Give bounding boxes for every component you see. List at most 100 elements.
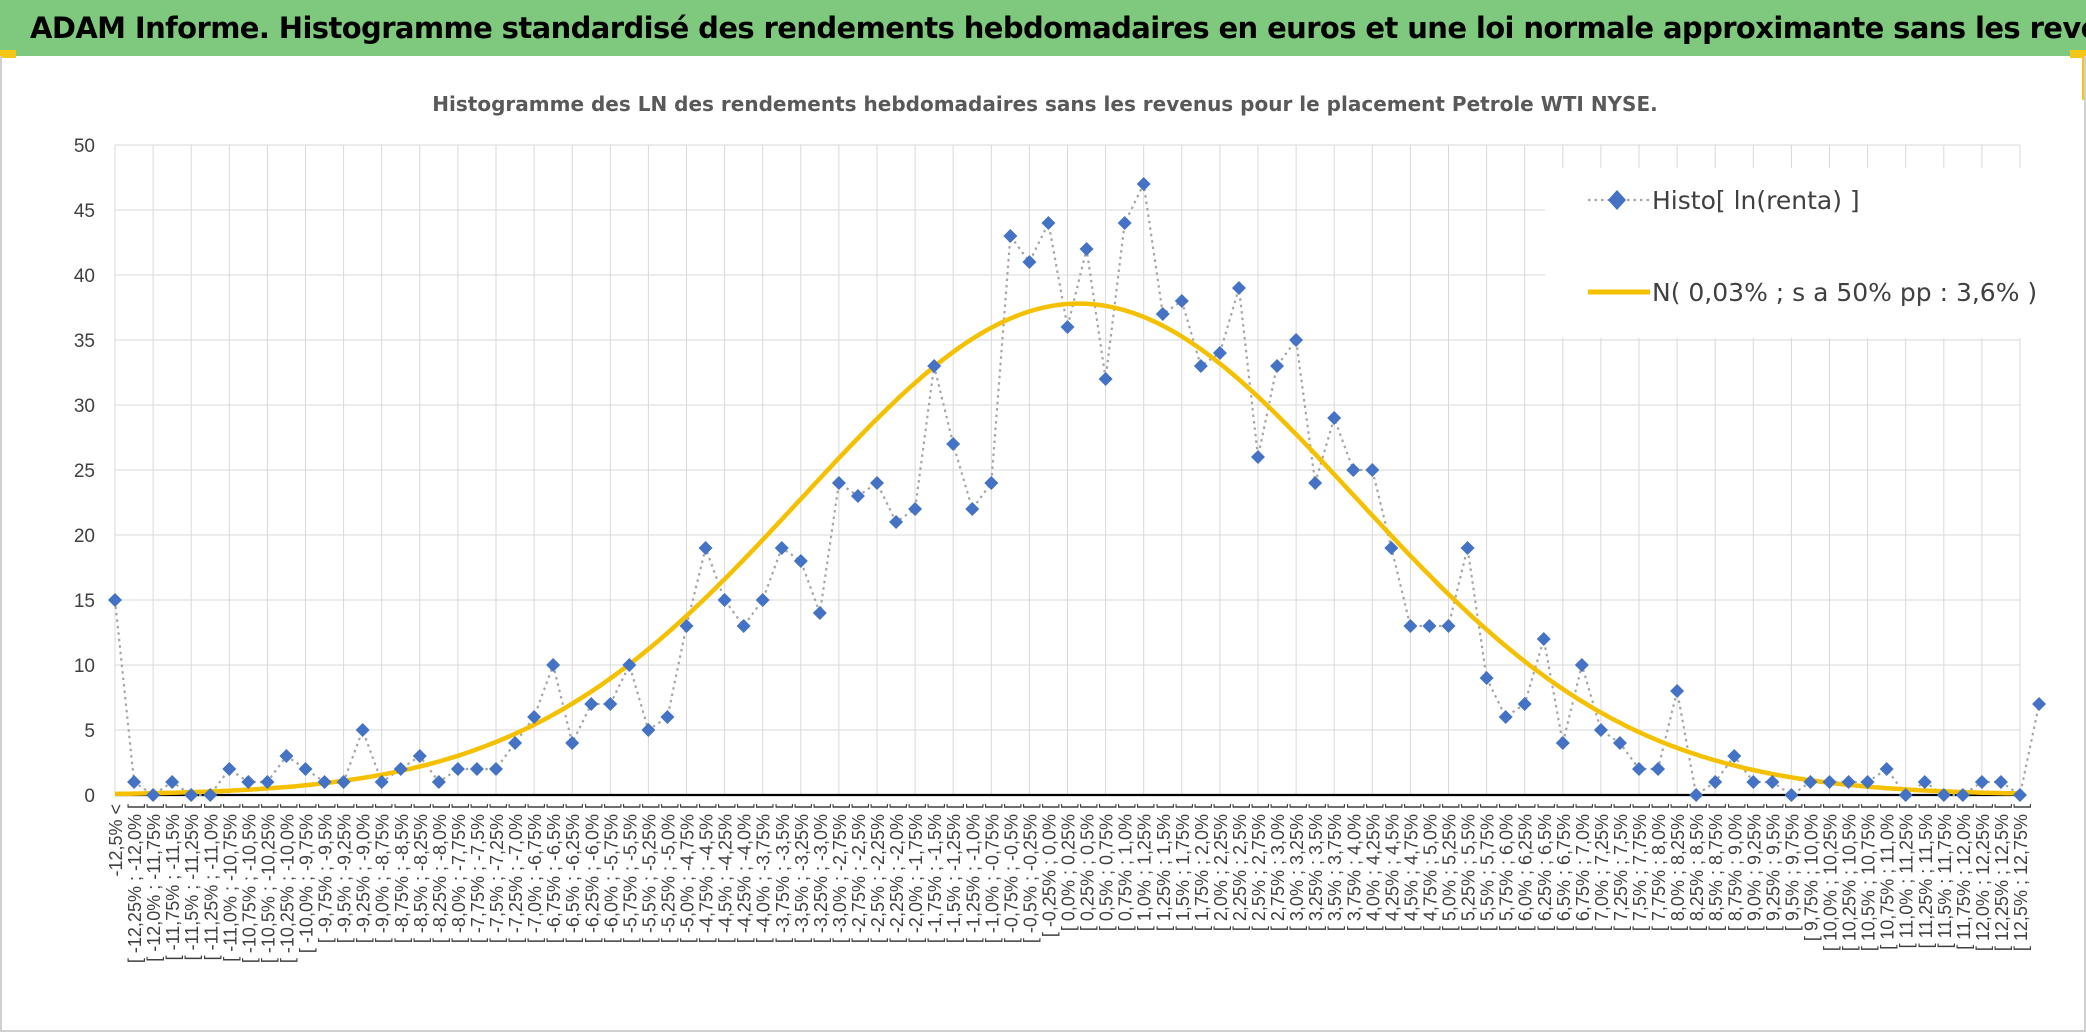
x-tick-label: [ -3,75% ; -3,5% [ (773, 804, 793, 943)
x-tick-label: [ 0,75% ; 1,0% [ (1116, 804, 1136, 931)
histo-point (108, 593, 122, 607)
legend-histo-marker (1608, 190, 1626, 210)
x-tick-label: [ -10,25% ; -10,0% [ (277, 804, 297, 963)
histo-point (2013, 788, 2027, 802)
y-tick-label: 40 (74, 266, 95, 287)
x-tick-label: [ -6,5% ; -6,25% [ (563, 804, 583, 943)
histo-point (1403, 619, 1418, 633)
x-tick-label: [ 1,0% ; 1,25% [ (1135, 804, 1155, 931)
x-tick-label: [ -8,25% ; -8,0% [ (430, 804, 450, 943)
x-tick-label: [ -6,75% ; -6,5% [ (544, 804, 564, 943)
histo-series-points (108, 177, 2047, 802)
x-tick-label: [ 1,75% ; 2,0% [ (1192, 804, 1212, 931)
y-tick-label: 50 (74, 136, 95, 157)
x-tick-label: [ 9,75% ; 10,0% [ (1801, 804, 1821, 941)
x-tick-label: [ -6,25% ; -6,0% [ (582, 804, 602, 943)
histo-point (622, 658, 637, 672)
histo-point (1536, 632, 1551, 646)
x-tick-label: [ 3,75% ; 4,0% [ (1344, 804, 1364, 931)
x-tick-label: [ -10,0% ; -9,75% [ (297, 804, 317, 953)
x-tick-label: [ 6,5% ; 6,75% [ (1554, 804, 1574, 931)
histo-point (565, 736, 580, 750)
histo-point (717, 593, 732, 607)
histo-point (603, 697, 618, 711)
chart-title: Histogramme des LN des rendements hebdom… (432, 92, 1657, 116)
x-tick-label: [ 9,5% ; 9,75% [ (1782, 804, 1802, 931)
x-tick-label: [ 11,5% ; 11,75% [ (1935, 804, 1955, 948)
report-title-banner: ADAM Informe. Histogramme standardisé de… (0, 0, 2086, 56)
y-tick-label: 35 (74, 331, 95, 352)
x-tick-label: [ -11,75% ; -11,5% [ (163, 804, 183, 960)
x-tick-label: [ 8,5% ; 8,75% [ (1706, 804, 1726, 931)
histo-point (260, 775, 275, 789)
x-tick-label: [ -2,75% ; -2,5% [ (849, 804, 869, 943)
histo-point (850, 489, 865, 503)
x-tick-label: [ 9,0% ; 9,25% [ (1744, 804, 1764, 931)
x-tick-label: [ 10,25% ; 10,5% [ (1840, 804, 1860, 951)
x-tick-label: [ -5,0% ; -4,75% [ (678, 804, 698, 943)
x-tick-label: [ 1,25% ; 1,5% [ (1154, 804, 1174, 931)
histo-point (1079, 242, 1094, 256)
report-title: ADAM Informe. Histogramme standardisé de… (30, 11, 2086, 45)
x-tick-label: [ -2,0% ; -1,75% [ (906, 804, 926, 943)
histo-point (1993, 775, 2008, 789)
x-tick-label: [ -1,0% ; -0,75% [ (982, 804, 1002, 943)
legend-histo-label: Histo[ ln(renta) ] (1652, 186, 1860, 215)
histo-point (241, 775, 256, 789)
histo-point (1689, 788, 1704, 802)
x-tick-label: [ 4,5% ; 4,75% [ (1401, 804, 1421, 931)
x-tick-label: [ -9,25% ; -9,0% [ (354, 804, 374, 943)
histo-point (1670, 684, 1685, 698)
histo-point (1708, 775, 1723, 789)
histo-point (203, 788, 218, 802)
x-tick-label: [ 2,25% ; 2,5% [ (1230, 804, 1250, 931)
x-tick-label: [ 10,75% ; 11,0% [ (1878, 804, 1898, 950)
y-tick-label: 0 (84, 786, 95, 807)
x-tick-label: [ -7,0% ; -6,75% [ (525, 804, 545, 943)
x-tick-label: [ 5,25% ; 5,5% [ (1459, 804, 1479, 931)
y-tick-label: 20 (74, 526, 95, 547)
x-tick-label: [ 11,75% ; 12,0% [ (1954, 804, 1974, 950)
histo-point (1136, 177, 1151, 191)
histo-point (793, 554, 808, 568)
histo-point (431, 775, 446, 789)
y-tick-label: 5 (84, 721, 95, 742)
legend-background (1545, 168, 2050, 338)
histo-point (374, 775, 389, 789)
x-tick-label: [ 0,0% ; 0,25% [ (1059, 804, 1079, 931)
histo-point (1974, 775, 1989, 789)
x-tick-label: [ -5,5% ; -5,25% [ (639, 804, 659, 943)
y-tick-label: 15 (74, 591, 95, 612)
x-tick-label: [ 7,75% ; 8,0% [ (1649, 804, 1669, 931)
y-tick-label: 30 (74, 396, 95, 417)
x-tick-label: [ 12,0% ; 12,25% [ (1973, 804, 1993, 951)
x-tick-label: [ 2,5% ; 2,75% [ (1249, 804, 1269, 931)
histo-point (165, 775, 180, 789)
histo-point (1632, 762, 1646, 776)
histo-series-line (113, 180, 2041, 797)
x-tick-label: [ -9,5% ; -9,25% [ (335, 804, 355, 943)
chart-frame (0, 56, 2086, 1032)
x-tick-label: [ -5,75% ; -5,5% [ (620, 804, 640, 943)
x-tick-label: [ 12,25% ; 12,5% [ (1992, 804, 2012, 951)
histo-point (336, 775, 351, 789)
x-tick-label: [ -11,0% ; -10,75% [ (220, 804, 240, 962)
x-tick-label: [ 5,75% ; 6,0% [ (1497, 804, 1517, 931)
histo-point (1727, 749, 1742, 763)
x-tick-label: [ 10,0% ; 10,25% [ (1821, 804, 1841, 951)
histo-point (584, 697, 599, 711)
histo-point (1346, 463, 1361, 477)
y-tick-label: 25 (74, 461, 95, 482)
histo-point (755, 593, 770, 607)
x-tick-label: [ -3,5% ; -3,25% [ (792, 804, 812, 943)
x-tick-label: [ -5,25% ; -5,0% [ (658, 804, 678, 943)
histo-point (1479, 671, 1494, 685)
x-tick-label: [ 8,25% ; 8,5% [ (1687, 804, 1707, 931)
x-tick-label: [ -10,75% ; -10,5% [ (239, 804, 259, 963)
histo-point (1174, 294, 1189, 308)
x-tick-label: [ 0,5% ; 0,75% [ (1097, 804, 1117, 931)
histo-point (1193, 359, 1208, 373)
histo-point (2032, 697, 2047, 711)
x-tick-label: [ -4,25% ; -4,0% [ (735, 804, 755, 943)
x-tick-label: [ -4,0% ; -3,75% [ (754, 804, 774, 943)
